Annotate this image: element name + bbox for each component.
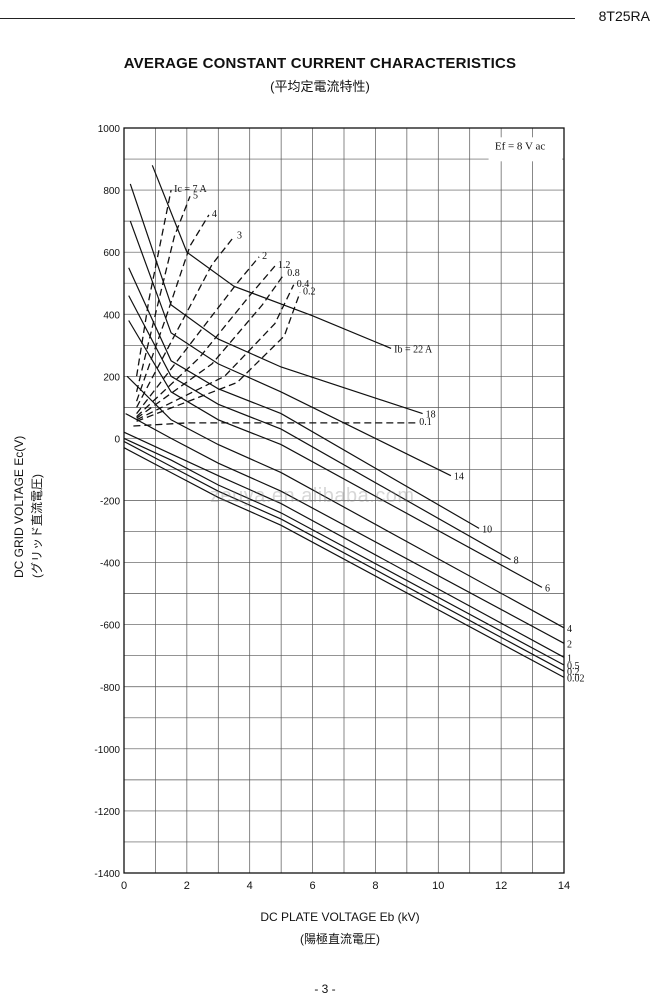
y-tick-label: 600	[103, 248, 120, 259]
ic-curve	[136, 273, 285, 419]
ib-curve-label: 18	[426, 410, 436, 421]
y-tick-label: -200	[100, 497, 120, 508]
ib-curve-label: 2	[567, 639, 572, 650]
ic-curve-label: 0.8	[287, 268, 300, 279]
y-tick-label: -600	[100, 621, 120, 632]
y-axis-sublabel: (グリッド直流電圧)	[30, 474, 44, 578]
ib-curve	[128, 320, 543, 588]
ic-curve	[133, 422, 417, 427]
x-tick-label: 12	[495, 880, 507, 892]
ic-curve-label: Ic = 7 A	[174, 184, 207, 195]
y-axis-label: DC GRID VOLTAGE Ec(V)	[12, 435, 26, 578]
plot-frame	[123, 127, 565, 874]
watermark: zeuya.en.alibaba.com	[210, 485, 415, 507]
ib-curve	[129, 220, 452, 477]
ib-curve	[123, 440, 565, 672]
y-tick-label: -1000	[94, 745, 120, 756]
ib-curve	[129, 183, 423, 415]
ic-curve	[136, 284, 295, 421]
chart-title: AVERAGE CONSTANT CURRENT CHARACTERISTICS	[123, 55, 517, 72]
y-tick-label: -400	[100, 559, 120, 570]
ib-curve-label: 8	[514, 555, 519, 566]
y-tick-label: 1000	[98, 124, 121, 135]
x-tick-label: 10	[432, 880, 444, 892]
ic-curve-label: 0.1	[419, 417, 432, 428]
chart-subtitle: (平均定電流特性)	[270, 79, 370, 94]
y-tick-label: 400	[103, 310, 120, 321]
ic-curve-label: 0.2	[303, 287, 316, 298]
y-tick-label: -1400	[94, 869, 120, 880]
ib-curve	[123, 431, 565, 658]
ic-curve	[136, 236, 235, 408]
model-number: 8T25RA	[598, 8, 650, 24]
annotation-background	[488, 137, 562, 162]
x-axis-label: DC PLATE VOLTAGE Eb (kV)	[260, 910, 420, 924]
filament-voltage-annotation: Ef = 8 V ac	[495, 141, 546, 153]
ib-curve-label: 0.5	[567, 661, 580, 672]
page-number: - 3 -	[314, 982, 336, 996]
y-tick-label: 200	[103, 372, 120, 383]
y-tick-label: -1200	[94, 807, 120, 818]
y-tick-label: -800	[100, 683, 120, 694]
ib-curve-label: 0.2	[567, 667, 580, 678]
ib-curve	[125, 413, 565, 644]
ic-curve	[136, 265, 276, 418]
x-tick-label: 8	[372, 880, 378, 892]
x-tick-label: 6	[310, 880, 316, 892]
ib-curve-label: 14	[454, 472, 464, 483]
ib-curve	[128, 295, 511, 561]
y-tick-label: 0	[114, 434, 120, 445]
x-tick-label: 4	[247, 880, 253, 892]
ic-curve-label: 4	[212, 209, 217, 220]
ib-curve	[128, 267, 480, 529]
ib-curve-label: 4	[567, 624, 572, 635]
ic-curve	[135, 214, 210, 402]
header-rule	[0, 18, 575, 19]
x-axis-sublabel: (陽極直流電圧)	[300, 932, 380, 946]
ic-curve	[135, 189, 172, 377]
x-tick-label: 2	[184, 880, 190, 892]
ic-curve-label: 1.2	[278, 260, 291, 271]
ib-curve-label: 10	[482, 524, 492, 535]
ic-curve-label: 2	[262, 251, 267, 262]
x-tick-label: 14	[558, 880, 570, 892]
ib-curve-label: Ib = 22 A	[394, 344, 433, 355]
ib-curve	[126, 375, 565, 629]
ic-curve-label: 3	[237, 231, 242, 242]
ic-curve	[135, 196, 191, 393]
ic-curve	[136, 256, 260, 414]
ib-curve	[123, 447, 565, 678]
ic-curve-label: 5	[193, 190, 198, 201]
ib-curve	[123, 437, 565, 666]
x-tick-label: 0	[121, 880, 127, 892]
y-tick-label: 800	[103, 186, 120, 197]
ic-curve-label: 0.4	[297, 279, 310, 290]
ib-curve-label: 1	[567, 653, 572, 664]
ib-curve-label: 0.02	[567, 673, 585, 684]
ib-curve-label: 6	[545, 583, 550, 594]
